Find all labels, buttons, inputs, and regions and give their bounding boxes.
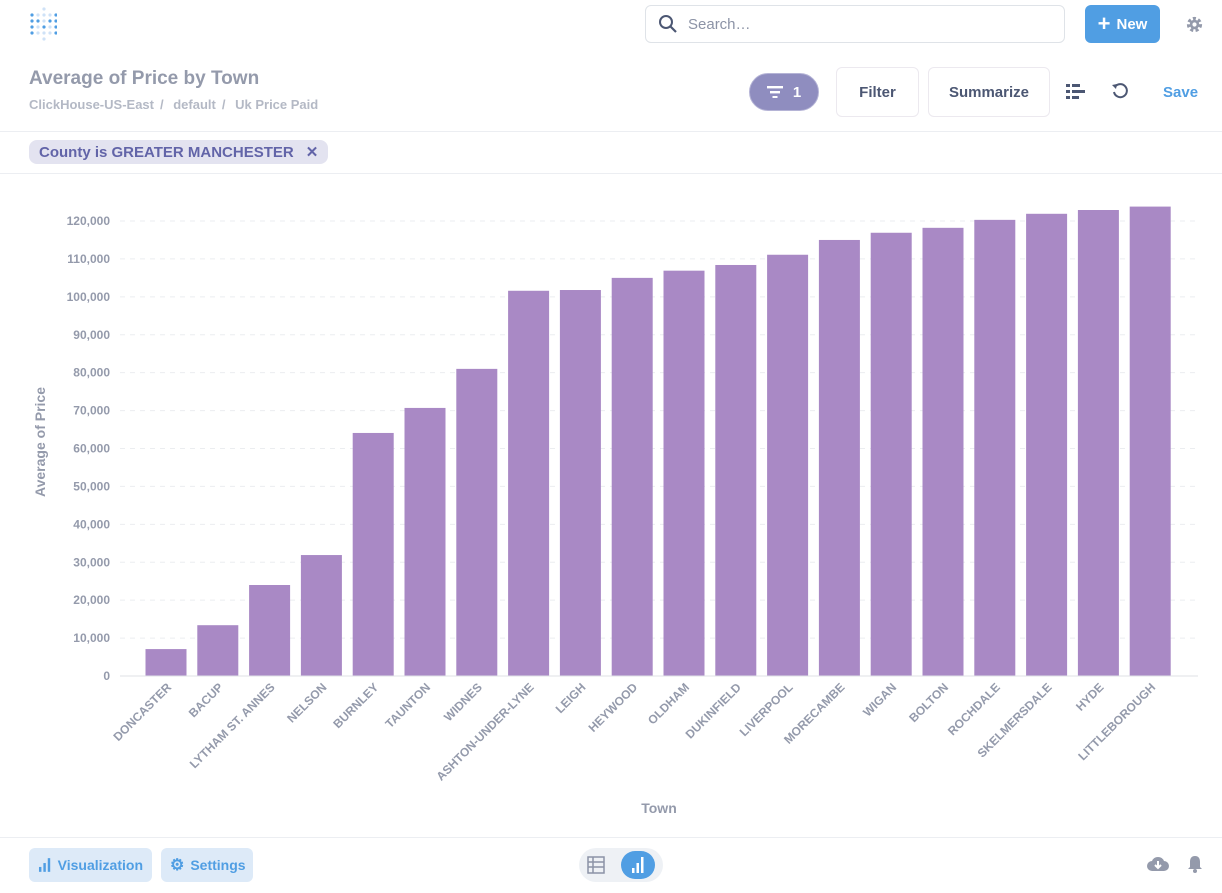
bar: [611, 277, 653, 676]
search-bar[interactable]: [645, 5, 1065, 43]
bar: [300, 555, 342, 676]
filter-count-toggle[interactable]: 1: [749, 73, 819, 111]
bar: [870, 232, 912, 677]
x-tick-label: BURNLEY: [330, 680, 381, 731]
visualization-button[interactable]: Visualization: [29, 848, 152, 882]
settings-button[interactable]: ⚙ Settings: [161, 848, 253, 882]
new-label: New: [1116, 15, 1148, 33]
bar: [559, 290, 601, 676]
bar: [663, 270, 705, 676]
x-tick-label: WIGAN: [860, 680, 899, 719]
bar: [818, 239, 860, 677]
table-icon[interactable]: [587, 856, 605, 874]
refresh-icon[interactable]: [1111, 82, 1129, 100]
bar: [352, 432, 394, 676]
x-tick-label: BACUP: [186, 680, 226, 720]
y-tick-label: 90,000: [73, 328, 110, 342]
close-icon[interactable]: ✕: [305, 144, 319, 161]
bar: [1026, 213, 1068, 676]
y-tick-label: 0: [103, 669, 110, 683]
plus-icon: +: [1097, 11, 1111, 36]
summarize-button[interactable]: Summarize: [928, 67, 1050, 117]
divider: [0, 837, 1222, 838]
x-tick-label: OLDHAM: [645, 680, 692, 727]
gear-icon: ⚙: [170, 857, 185, 874]
page-title: Average of Price by Town: [29, 68, 260, 89]
x-tick-label: HYDE: [1073, 680, 1106, 713]
visualization-label: Visualization: [57, 857, 143, 873]
download-icon[interactable]: [1147, 855, 1169, 873]
y-tick-label: 20,000: [73, 593, 110, 607]
new-button[interactable]: + New: [1085, 5, 1160, 43]
save-button[interactable]: Save: [1163, 84, 1199, 101]
bell-icon[interactable]: [1187, 855, 1203, 873]
bar: [249, 585, 291, 676]
y-tick-label: 50,000: [73, 479, 110, 493]
filter-button[interactable]: Filter: [836, 67, 919, 117]
y-tick-label: 100,000: [67, 290, 111, 304]
y-tick-label: 30,000: [73, 555, 110, 569]
x-tick-label: DUKINFIELD: [683, 680, 745, 742]
filter-icon: [766, 86, 783, 98]
bar: [715, 264, 757, 676]
bar: [145, 649, 187, 676]
x-tick-label: ASHTON-UNDER-LYNE: [433, 680, 536, 783]
chart-view-icon[interactable]: [621, 851, 655, 879]
x-tick-label: BOLTON: [906, 680, 951, 725]
bar: [1129, 206, 1171, 676]
breadcrumb-schema[interactable]: default: [173, 97, 216, 112]
breadcrumb-table[interactable]: Uk Price Paid: [235, 97, 319, 112]
view-toggle: [579, 848, 663, 882]
settings-label: Settings: [190, 857, 246, 873]
x-tick-label: TAUNTON: [383, 680, 434, 731]
search-icon: [659, 15, 677, 33]
y-tick-label: 70,000: [73, 404, 110, 418]
x-tick-label: LYTHAM ST. ANNES: [187, 680, 278, 771]
y-tick-label: 120,000: [67, 214, 111, 228]
filter-count: 1: [792, 83, 802, 101]
bar-chart: 0 10,000 20,000 30,000 40,000 50,000 60,000 70,…: [32, 206, 1198, 816]
bar: [767, 254, 809, 676]
y-tick-label: 110,000: [67, 252, 110, 266]
filter-chip-label: County is GREATER MANCHESTER: [39, 143, 294, 161]
filter-chip[interactable]: County is GREATER MANCHESTER ✕: [29, 140, 329, 164]
x-tick-label: NELSON: [284, 680, 329, 725]
gear-icon[interactable]: [1185, 15, 1204, 34]
bar: [508, 290, 550, 676]
bar: [974, 219, 1016, 677]
y-tick-label: 10,000: [73, 631, 110, 645]
x-tick-label: HEYWOOD: [586, 680, 641, 735]
y-tick-label: 40,000: [73, 517, 110, 531]
metabase-logo[interactable]: [29, 7, 57, 43]
bar: [922, 227, 964, 676]
divider: [0, 173, 1222, 174]
divider: [0, 131, 1222, 132]
bar-chart-icon: [38, 858, 51, 872]
bar: [197, 625, 239, 676]
bar: [404, 407, 446, 676]
bar: [1077, 210, 1119, 677]
notebook-editor-icon[interactable]: [1066, 84, 1085, 100]
breadcrumb-database[interactable]: ClickHouse-US-East: [29, 97, 154, 112]
breadcrumb: ClickHouse-US-East / default / Uk Price Pa…: [29, 97, 319, 112]
y-tick-label: 80,000: [73, 366, 110, 380]
x-tick-label: DONCASTER: [110, 680, 174, 744]
x-axis-title: Town: [641, 800, 677, 816]
y-tick-label: 60,000: [73, 442, 110, 456]
x-tick-label: LEIGH: [553, 680, 589, 716]
y-axis-title: Average of Price: [32, 387, 48, 497]
bar: [456, 368, 498, 676]
search-input[interactable]: [686, 14, 1030, 34]
x-tick-label: WIDNES: [441, 680, 485, 724]
